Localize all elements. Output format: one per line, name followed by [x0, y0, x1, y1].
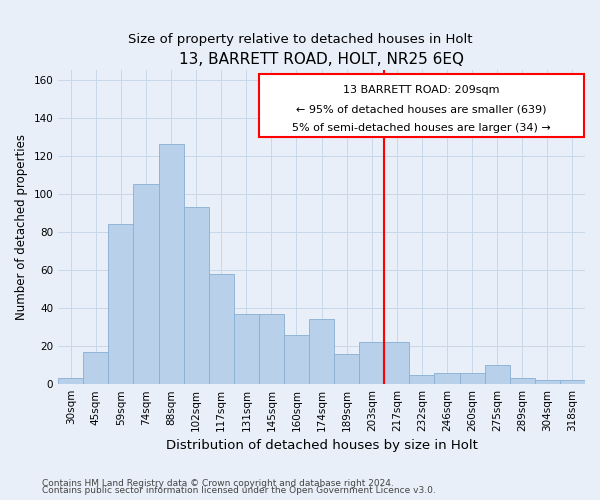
- Text: ← 95% of detached houses are smaller (639): ← 95% of detached houses are smaller (63…: [296, 104, 547, 115]
- Bar: [409, 374, 434, 384]
- Bar: [109, 224, 133, 384]
- Bar: [259, 74, 584, 136]
- Bar: [560, 380, 585, 384]
- Bar: [58, 378, 83, 384]
- Text: Contains HM Land Registry data © Crown copyright and database right 2024.: Contains HM Land Registry data © Crown c…: [42, 478, 394, 488]
- Bar: [485, 365, 510, 384]
- Bar: [234, 314, 259, 384]
- Bar: [309, 320, 334, 384]
- Bar: [133, 184, 158, 384]
- Bar: [158, 144, 184, 384]
- Text: 13 BARRETT ROAD: 209sqm: 13 BARRETT ROAD: 209sqm: [343, 86, 500, 96]
- Text: Contains public sector information licensed under the Open Government Licence v3: Contains public sector information licen…: [42, 486, 436, 495]
- Bar: [184, 207, 209, 384]
- Bar: [510, 378, 535, 384]
- Title: 13, BARRETT ROAD, HOLT, NR25 6EQ: 13, BARRETT ROAD, HOLT, NR25 6EQ: [179, 52, 464, 68]
- Text: Size of property relative to detached houses in Holt: Size of property relative to detached ho…: [128, 32, 472, 46]
- Bar: [334, 354, 359, 384]
- Bar: [434, 373, 460, 384]
- Bar: [535, 380, 560, 384]
- Bar: [83, 352, 109, 384]
- Bar: [460, 373, 485, 384]
- Y-axis label: Number of detached properties: Number of detached properties: [15, 134, 28, 320]
- Bar: [259, 314, 284, 384]
- Text: 5% of semi-detached houses are larger (34) →: 5% of semi-detached houses are larger (3…: [292, 124, 551, 134]
- Bar: [359, 342, 385, 384]
- Bar: [385, 342, 409, 384]
- X-axis label: Distribution of detached houses by size in Holt: Distribution of detached houses by size …: [166, 440, 478, 452]
- Bar: [209, 274, 234, 384]
- Bar: [284, 334, 309, 384]
